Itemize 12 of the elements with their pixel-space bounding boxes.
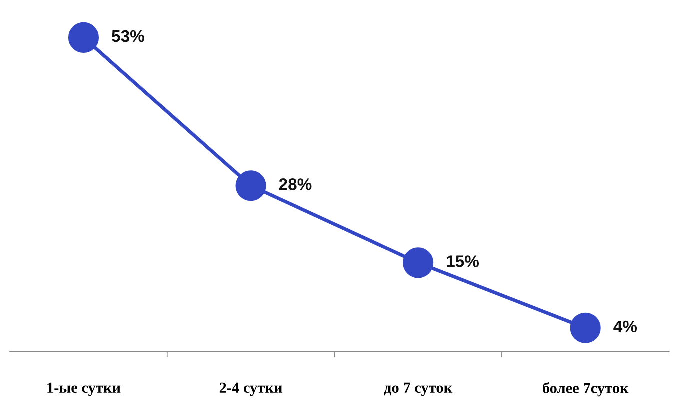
data-label: 15% xyxy=(447,256,480,268)
point xyxy=(403,248,434,278)
data-label: 4% xyxy=(614,320,638,333)
point xyxy=(570,312,601,344)
point xyxy=(236,170,266,202)
x-tick-label: более 7суток xyxy=(542,382,629,397)
x-tick-label: 1-ые сутки xyxy=(48,382,121,396)
x-tick-label: до 7 суток xyxy=(384,382,453,396)
data-label: 53% xyxy=(112,30,144,42)
x-tick-label: 2-4 сутки xyxy=(220,382,282,396)
point xyxy=(68,22,100,53)
data-label: 28% xyxy=(279,178,312,190)
